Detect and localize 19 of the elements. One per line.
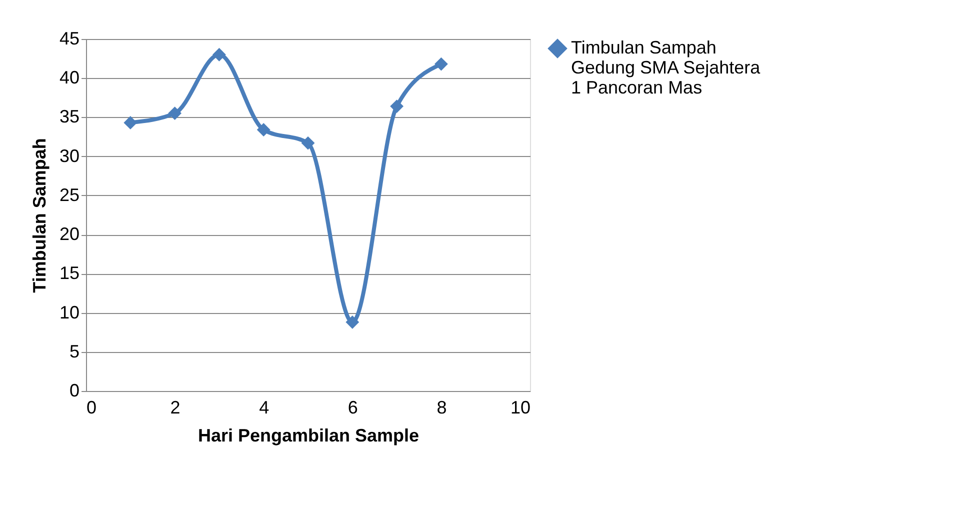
y-tick-label: 0 bbox=[69, 380, 80, 400]
x-tick-label: 6 bbox=[348, 398, 358, 418]
x-tick-label: 4 bbox=[259, 398, 270, 418]
x-tick-label: 10 bbox=[510, 398, 530, 418]
y-tick-label: 10 bbox=[59, 302, 80, 322]
y-tick-label: 30 bbox=[59, 146, 80, 166]
x-tick-label: 0 bbox=[86, 398, 97, 418]
x-axis-title: Hari Pengambilan Sample bbox=[198, 426, 420, 446]
y-tick-label: 45 bbox=[59, 28, 80, 48]
x-tick-label: 8 bbox=[436, 398, 447, 418]
y-tick-label: 15 bbox=[59, 263, 80, 284]
y-tick-label: 5 bbox=[69, 341, 80, 362]
y-tick-label: 25 bbox=[59, 184, 80, 205]
legend-label: Timbulan Sampah Gedung SMA Sejahtera 1 Pancoran Mas bbox=[571, 38, 762, 98]
y-tick-label: 35 bbox=[59, 106, 80, 127]
y-tick-label: 20 bbox=[59, 224, 80, 244]
y-tick-label: 40 bbox=[59, 68, 80, 88]
y-axis-title: Timbulan Sampah bbox=[29, 138, 50, 293]
x-tick-label: 2 bbox=[170, 398, 180, 418]
